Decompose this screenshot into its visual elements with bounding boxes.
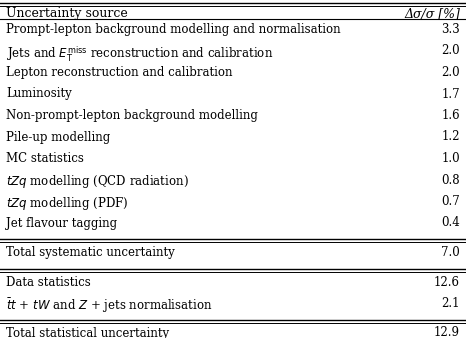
Text: 12.9: 12.9: [434, 327, 460, 338]
Text: 0.7: 0.7: [441, 195, 460, 208]
Text: Δσ/σ [%]: Δσ/σ [%]: [404, 7, 460, 20]
Text: $\bar{t}t$ + $tW$ and $Z$ + jets normalisation: $\bar{t}t$ + $tW$ and $Z$ + jets normali…: [6, 297, 212, 315]
Text: 0.4: 0.4: [441, 217, 460, 230]
Text: Uncertainty source: Uncertainty source: [6, 7, 128, 20]
Text: Pile-up modelling: Pile-up modelling: [6, 130, 110, 144]
Text: Luminosity: Luminosity: [6, 88, 72, 100]
Text: 7.0: 7.0: [441, 246, 460, 259]
Text: 2.0: 2.0: [441, 66, 460, 79]
Text: MC statistics: MC statistics: [6, 152, 84, 165]
Text: $tZq$ modelling (QCD radiation): $tZq$ modelling (QCD radiation): [6, 173, 189, 191]
Text: 1.6: 1.6: [441, 109, 460, 122]
Text: Lepton reconstruction and calibration: Lepton reconstruction and calibration: [6, 66, 233, 79]
Text: 2.1: 2.1: [441, 297, 460, 310]
Text: 1.7: 1.7: [441, 88, 460, 100]
Text: 1.2: 1.2: [441, 130, 460, 144]
Text: 12.6: 12.6: [434, 275, 460, 289]
Text: Total statistical uncertainty: Total statistical uncertainty: [6, 327, 169, 338]
Text: Total systematic uncertainty: Total systematic uncertainty: [6, 246, 175, 259]
Text: Jets and $E_{\mathrm{T}}^{\mathrm{miss}}$ reconstruction and calibration: Jets and $E_{\mathrm{T}}^{\mathrm{miss}}…: [6, 45, 273, 64]
Text: Non-prompt-lepton background modelling: Non-prompt-lepton background modelling: [6, 109, 258, 122]
Text: $tZq$ modelling (PDF): $tZq$ modelling (PDF): [6, 195, 129, 212]
Text: 3.3: 3.3: [441, 23, 460, 36]
Text: 2.0: 2.0: [441, 45, 460, 57]
Text: Data statistics: Data statistics: [6, 275, 91, 289]
Text: Prompt-lepton background modelling and normalisation: Prompt-lepton background modelling and n…: [6, 23, 341, 36]
Text: 0.8: 0.8: [441, 173, 460, 187]
Text: 1.0: 1.0: [441, 152, 460, 165]
Text: Jet flavour tagging: Jet flavour tagging: [6, 217, 117, 230]
